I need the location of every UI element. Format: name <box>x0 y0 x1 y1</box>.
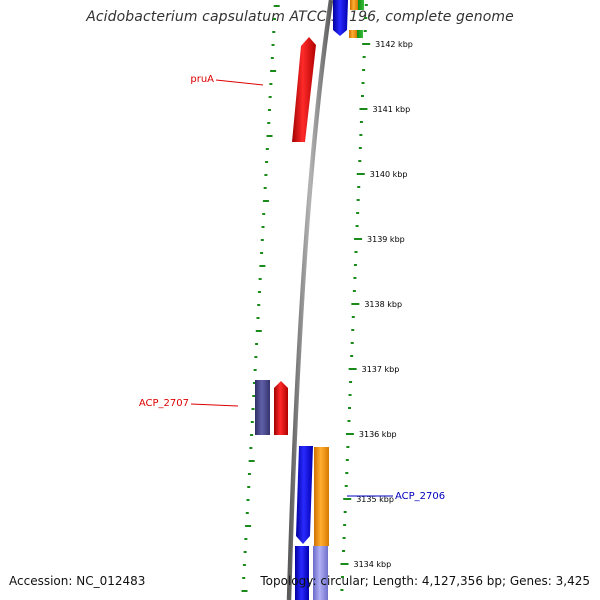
summary-text: Topology: circular; Length: 4,127,356 bp… <box>260 574 590 588</box>
map-title: Acidobacterium capsulatum ATCC 51196, co… <box>86 9 514 25</box>
cds-acp2707-slate[interactable] <box>255 380 270 435</box>
scale-labels: 3142 kbp 3141 kbp 3140 kbp 3139 kbp 3138 kbp… <box>340 40 413 569</box>
scale-label: 3141 kbp <box>372 105 410 114</box>
genome-backbone <box>286 0 334 600</box>
acp2707-label[interactable]: ACP_2707 <box>139 398 189 409</box>
outer-tick-ring <box>241 5 280 592</box>
cds-top-green-2[interactable] <box>357 30 363 38</box>
cds-lavender-bottom[interactable] <box>313 546 328 600</box>
scale-label: 3134 kbp <box>354 560 392 569</box>
scale-label: 3142 kbp <box>375 40 413 49</box>
scale-label: 3138 kbp <box>364 300 402 309</box>
cds-acp2707[interactable] <box>274 381 288 435</box>
scale-label: 3140 kbp <box>370 170 408 179</box>
scale-label: 3135 kbp <box>356 495 394 504</box>
cds-top-blue[interactable] <box>333 0 348 36</box>
cds-acp2706[interactable] <box>296 446 313 544</box>
cds-top-orange-2[interactable] <box>349 30 357 38</box>
acp2706-label[interactable]: ACP_2706 <box>395 491 445 502</box>
cds-blue-bottom[interactable] <box>295 546 309 600</box>
cds-top-orange[interactable] <box>350 0 358 10</box>
accession-text: Accession: NC_012483 <box>9 574 146 588</box>
scale-label: 3139 kbp <box>367 235 405 244</box>
scale-label: 3136 kbp <box>359 430 397 439</box>
prua-label[interactable]: pruA <box>190 74 214 85</box>
acp2707-leader-line <box>190 403 239 407</box>
cds-top-green[interactable] <box>358 0 364 10</box>
cds-prua[interactable] <box>292 37 316 142</box>
prua-leader-line <box>215 79 264 86</box>
scale-label: 3137 kbp <box>362 365 400 374</box>
cds-orange-block[interactable] <box>314 447 329 546</box>
